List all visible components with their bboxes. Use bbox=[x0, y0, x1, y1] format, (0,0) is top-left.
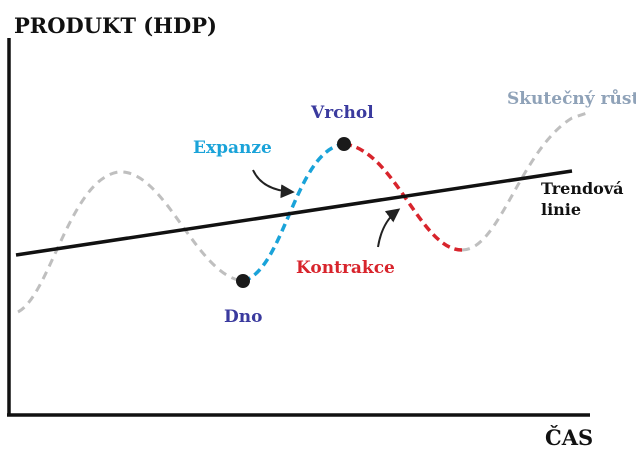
expansion-arrow bbox=[252, 169, 295, 199]
contraction-label: Kontrakce bbox=[296, 258, 395, 278]
trend-line bbox=[15, 169, 573, 257]
contraction-curve bbox=[343, 142, 463, 252]
x-axis-label: ČAS bbox=[545, 425, 593, 450]
actual-growth-curve-left bbox=[17, 170, 244, 314]
trough-label: Dno bbox=[224, 307, 262, 327]
peak-label: Vrchol bbox=[310, 103, 374, 123]
actual-growth-curve-right bbox=[461, 110, 591, 252]
expansion-label: Expanze bbox=[193, 138, 272, 158]
actual-growth-label: Skutečný růst bbox=[507, 88, 636, 109]
trough-point bbox=[236, 274, 250, 288]
expansion-curve bbox=[242, 142, 345, 283]
y-axis-label: PRODUKT (HDP) bbox=[14, 13, 217, 38]
contraction-arrow bbox=[377, 208, 401, 248]
trend-line-label-1: Trendová bbox=[541, 179, 624, 198]
peak-point bbox=[337, 137, 351, 151]
trend-line-label-2: linie bbox=[541, 200, 581, 219]
